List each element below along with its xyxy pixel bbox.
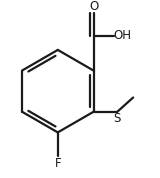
Text: OH: OH	[114, 29, 132, 42]
Text: F: F	[55, 157, 61, 170]
Text: S: S	[114, 112, 121, 125]
Text: O: O	[89, 0, 98, 13]
